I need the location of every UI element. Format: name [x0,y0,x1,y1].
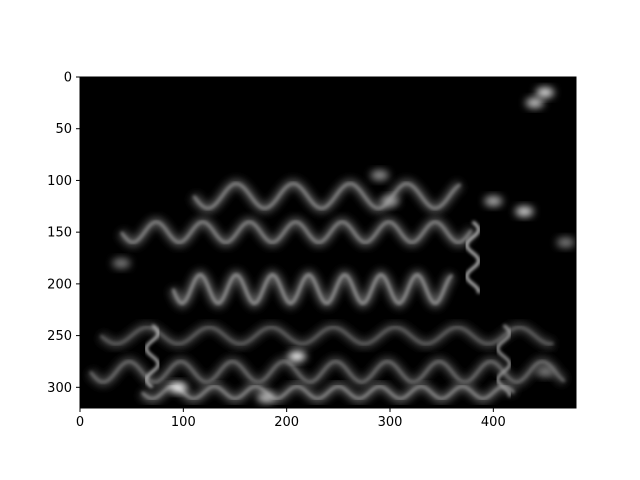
image-blob-20 [112,258,131,269]
image-blob-17 [169,382,188,393]
image-wave-9 [141,385,515,400]
image-blob-16 [370,170,389,181]
y-axis: 0 50 100 150 200 250 300 [47,71,80,396]
image-blob-22 [556,237,575,248]
y-tick-label-50: 50 [55,122,72,137]
image-ridge-11 [144,324,160,389]
y-tick-label-0: 0 [64,71,72,86]
y-tick-label-100: 100 [47,174,72,189]
x-tick-label-300: 300 [378,415,403,430]
image-blob-13 [515,206,534,217]
image-blob-2 [536,87,554,98]
y-tick-label-200: 200 [47,277,72,292]
image-background [80,77,576,408]
plot-frame [79,76,577,409]
x-tick-label-100: 100 [171,415,196,430]
x-tick-label-200: 200 [274,415,299,430]
image-blob-19 [257,392,275,403]
image-blob-21 [536,366,554,377]
image-ridge-12 [496,324,512,397]
image-wave-8 [89,360,566,384]
image-blob-15 [381,196,399,207]
image-wave-5 [120,220,473,244]
x-tick-label-400: 400 [481,415,506,430]
image-wave-6 [171,273,453,305]
image-ridge-10 [465,220,481,294]
image-blob-3 [525,97,544,108]
x-tick-label-0: 0 [76,415,84,430]
image-blob-18 [288,351,306,362]
image-area [80,77,576,408]
y-tick-label-300: 300 [47,381,72,396]
image-blob-14 [484,196,503,207]
y-tick-label-250: 250 [47,329,72,344]
x-axis: 0 100 200 300 400 [76,408,506,430]
image-wave-4 [192,182,462,210]
image-features [80,87,576,404]
image-wave-7 [99,326,554,346]
y-tick-label-150: 150 [47,226,72,241]
